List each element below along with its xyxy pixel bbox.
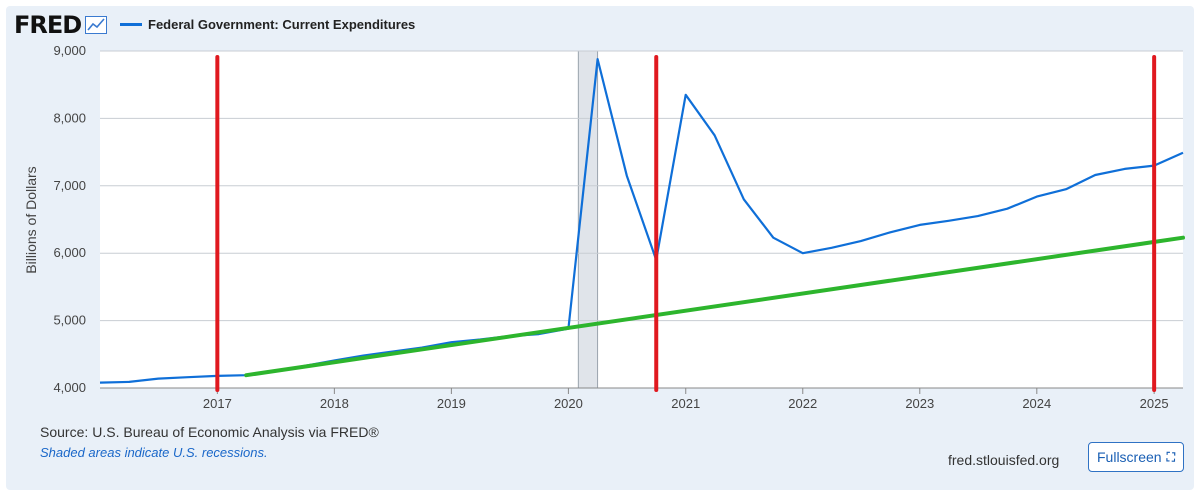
recession-note: Shaded areas indicate U.S. recessions. <box>40 445 268 460</box>
legend-swatch <box>120 22 142 26</box>
fullscreen-icon: ⛶ <box>1166 449 1175 464</box>
site-url[interactable]: fred.stlouisfed.org <box>948 452 1060 468</box>
fullscreen-label: Fullscreen <box>1097 449 1162 465</box>
x-tick-label: 2021 <box>671 396 700 411</box>
x-tick-label: 2025 <box>1140 396 1169 411</box>
source-text: U.S. Bureau of Economic Analysis via FRE… <box>92 424 379 440</box>
y-tick-label: 7,000 <box>53 178 86 193</box>
x-tick-label: 2019 <box>437 396 466 411</box>
x-tick-label: 2023 <box>905 396 934 411</box>
x-tick-label: 2017 <box>203 396 232 411</box>
legend-label: Federal Government: Current Expenditures <box>148 16 416 32</box>
y-tick-label: 5,000 <box>53 313 86 328</box>
fred-logo[interactable]: FRED <box>14 10 108 40</box>
fred-logo-text: FRED <box>14 11 82 39</box>
x-tick-label: 2022 <box>788 396 817 411</box>
y-tick-label: 4,000 <box>53 380 86 395</box>
y-tick-label: 8,000 <box>53 110 86 125</box>
line-chart: 4,000 5,000 6,000 7,000 8,000 9,000 2017 2018 2… <box>23 43 1185 411</box>
y-tick-label: 6,000 <box>53 245 86 260</box>
y-tick-label: 9,000 <box>53 43 86 58</box>
x-tick-label: 2024 <box>1022 396 1051 411</box>
y-axis-label: Billions of Dollars <box>23 166 39 273</box>
source-label: Source: <box>40 424 89 440</box>
x-tick-label: 2018 <box>320 396 349 411</box>
source-line: Source: U.S. Bureau of Economic Analysis … <box>40 424 379 440</box>
x-tick-label: 2020 <box>554 396 583 411</box>
line-graph-icon <box>85 16 108 34</box>
chart-legend: Federal Government: Current Expenditures <box>120 14 415 34</box>
fullscreen-button[interactable]: Fullscreen ⛶ <box>1088 442 1184 472</box>
trend-line <box>244 235 1185 378</box>
